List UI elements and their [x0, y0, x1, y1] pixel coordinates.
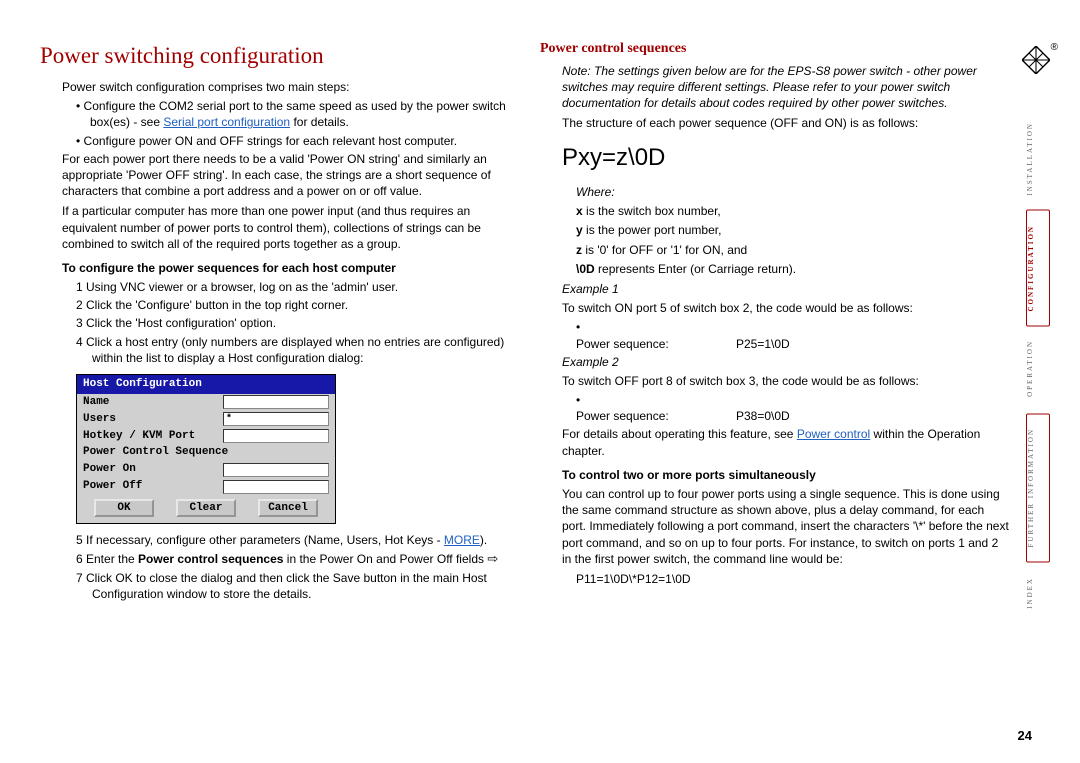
dialog-row-pcs: Power Control Sequence [77, 444, 335, 461]
arrow-right-icon [487, 552, 498, 566]
subheading: To control two or more ports simultaneou… [540, 467, 1010, 483]
body-text: If a particular computer has more than o… [40, 203, 510, 252]
right-column: Power control sequences Note: The settin… [540, 40, 1010, 604]
left-column: Power switching configuration Power swit… [40, 40, 510, 604]
intro-text: Power switch configuration comprises two… [40, 79, 510, 95]
name-field[interactable] [223, 395, 329, 409]
details-text: For details about operating this feature… [540, 426, 1010, 458]
step-item: 5 If necessary, configure other paramete… [76, 532, 510, 548]
step-item: 4 Click a host entry (only numbers are d… [76, 334, 510, 366]
tab-installation[interactable]: INSTALLATION [1026, 108, 1050, 210]
tab-configuration[interactable]: CONFIGURATION [1026, 210, 1050, 327]
dialog-row-poweron: Power On [77, 461, 335, 478]
where-label: Where: [540, 184, 1010, 200]
poweroff-field[interactable] [223, 480, 329, 494]
bullet-item: Configure the COM2 serial port to the sa… [76, 98, 510, 130]
example-text: To switch ON port 5 of switch box 2, the… [540, 300, 1010, 316]
dialog-row-users: Users* [77, 411, 335, 428]
example-label: Example 1 [540, 281, 1010, 297]
step-item: 6 Enter the Power control sequences in t… [76, 550, 510, 568]
body-text: You can control up to four power ports u… [540, 486, 1010, 567]
step-item: 2 Click the 'Configure' button in the to… [76, 297, 510, 313]
note-text: Note: The settings given below are for t… [540, 63, 1010, 112]
body-text: The structure of each power sequence (OF… [540, 115, 1010, 131]
subheading: To configure the power sequences for eac… [40, 260, 510, 276]
section-heading: Power control sequences [540, 40, 1010, 59]
host-config-dialog: Host Configuration Name Users* Hotkey / … [76, 374, 336, 524]
serial-port-link[interactable]: Serial port configuration [163, 115, 290, 129]
tab-further-info[interactable]: FURTHER INFORMATION [1026, 413, 1050, 562]
side-nav-tabs: INSTALLATION CONFIGURATION OPERATION FUR… [1026, 108, 1050, 622]
dialog-row-hotkey: Hotkey / KVM Port [77, 428, 335, 445]
users-field[interactable]: * [223, 412, 329, 426]
formula: Pxy=z\0D [540, 142, 1010, 174]
page-number: 24 [1018, 728, 1032, 743]
example-label: Example 2 [540, 354, 1010, 370]
sequence-item: Power sequence:P38=0\0D [576, 392, 1010, 424]
step-item: 3 Click the 'Host configuration' option. [76, 315, 510, 331]
sequence-item: Power sequence:P25=1\0D [576, 319, 1010, 351]
where-line: \0D represents Enter (or Carriage return… [540, 261, 1010, 277]
cancel-button[interactable]: Cancel [258, 499, 318, 517]
bullet-item: Configure power ON and OFF strings for e… [76, 133, 510, 149]
power-control-link[interactable]: Power control [797, 427, 870, 441]
more-link[interactable]: MORE [444, 533, 480, 547]
registered-mark: ® [1051, 42, 1058, 53]
where-line: z is '0' for OFF or '1' for ON, and [540, 242, 1010, 258]
where-line: y is the power port number, [540, 222, 1010, 238]
dialog-row-name: Name [77, 394, 335, 411]
step-item: 1 Using VNC viewer or a browser, log on … [76, 279, 510, 295]
example-text: To switch OFF port 8 of switch box 3, th… [540, 373, 1010, 389]
clear-button[interactable]: Clear [176, 499, 236, 517]
hotkey-field[interactable] [223, 429, 329, 443]
dialog-title: Host Configuration [77, 375, 335, 394]
poweron-field[interactable] [223, 463, 329, 477]
page-title: Power switching configuration [40, 40, 510, 71]
command-line: P11=1\0D\*P12=1\0D [540, 571, 1010, 587]
tab-index[interactable]: INDEX [1026, 563, 1050, 623]
step-item: 7 Click OK to close the dialog and then … [76, 570, 510, 602]
body-text: For each power port there needs to be a … [40, 151, 510, 200]
tab-operation[interactable]: OPERATION [1026, 326, 1050, 411]
where-line: x is the switch box number, [540, 203, 1010, 219]
dialog-row-poweroff: Power Off [77, 478, 335, 495]
ok-button[interactable]: OK [94, 499, 154, 517]
brand-logo-icon [1022, 46, 1050, 74]
